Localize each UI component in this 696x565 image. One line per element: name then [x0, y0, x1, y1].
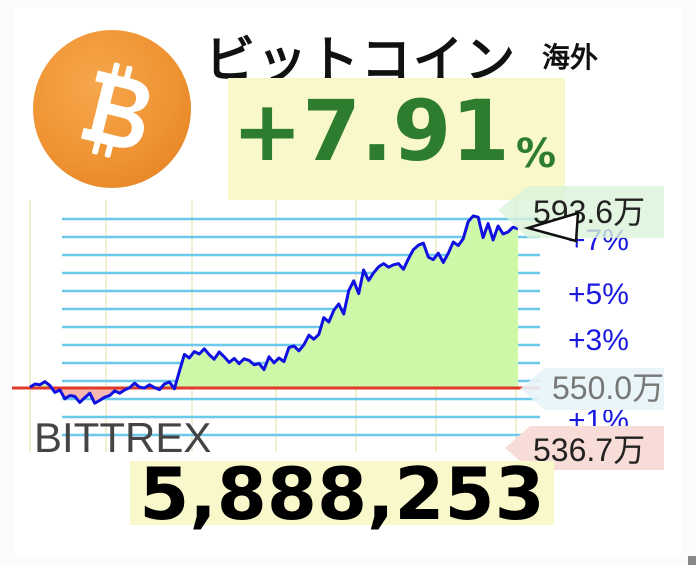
change-highlight — [228, 78, 565, 200]
series-line — [29, 214, 519, 405]
bitcoin-symbol-icon — [80, 62, 150, 158]
market-label: 海外 — [542, 41, 599, 74]
exchange-label: BITTREX — [34, 414, 211, 461]
current-price: 5,888,253 — [139, 452, 545, 536]
base-price-tag-bg — [520, 368, 664, 410]
change-percent-unit: % — [516, 131, 557, 177]
corner-mark — [688, 556, 696, 565]
base-price-tag: 550.0万 — [520, 368, 664, 410]
high-price-tag: 593.6万 — [498, 186, 664, 238]
chart-area-below-base — [30, 388, 518, 404]
percent-tick-label: +5% — [568, 278, 629, 311]
current-price-marker-icon — [523, 211, 580, 243]
base-price-label: 550.0万 — [552, 370, 664, 406]
chart-area-above-base — [30, 216, 518, 388]
change-percent: +7.91 — [232, 82, 510, 180]
bitcoin-logo-icon — [33, 30, 191, 188]
low-price-tag-bg — [505, 426, 664, 470]
percent-tick-label: +3% — [568, 324, 629, 357]
price-highlight — [130, 461, 554, 525]
